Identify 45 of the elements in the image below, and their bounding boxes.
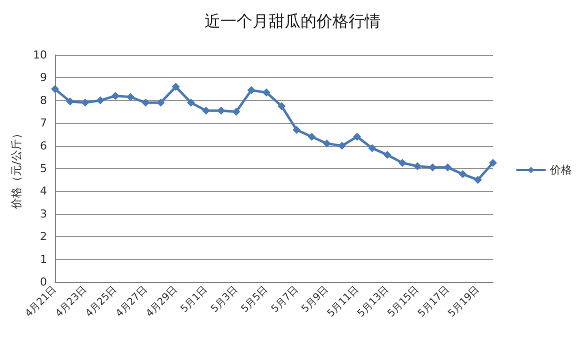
y-tick-label: 1 [40,252,47,266]
point [278,102,286,110]
point [126,92,135,101]
point [217,106,226,115]
point [51,85,59,94]
point [474,176,482,184]
point [172,82,180,91]
point [368,144,376,152]
point [186,98,195,107]
point [353,132,362,141]
x-tick-label: 5月3日 [209,284,240,316]
y-tick-label: 6 [40,139,47,152]
point [308,132,316,141]
point [322,140,331,148]
chart-title: 近一个月甜瓜的价格行情 [204,12,380,30]
x-tick-label: 5月5日 [239,284,270,316]
point [247,86,256,94]
point [142,98,150,107]
y-axis-title: 价格（元/公斤） [10,128,24,210]
point [156,98,165,107]
y-tick-label: 9 [40,71,47,84]
point [444,163,452,172]
y-tick-label: 8 [40,94,47,107]
point [81,98,90,107]
y-tick-label: 7 [40,116,47,130]
point [111,92,120,100]
y-tick-label: 10 [33,48,47,62]
point [262,88,270,96]
legend-label: 价格 [549,164,572,176]
point [398,158,406,167]
point [489,158,497,167]
x-tick-label: 5月1日 [179,284,210,316]
y-tick-label: 5 [40,162,47,175]
point [338,142,346,150]
point [96,96,104,104]
point [383,150,392,159]
y-tick-label: 3 [40,207,47,220]
y-tick-label: 0 [40,276,47,288]
y-tick-label: 4 [40,184,47,198]
x-tick-label: 5月7日 [270,284,301,316]
point [292,126,301,134]
point [413,162,422,170]
point [458,170,467,178]
point [232,108,240,116]
y-tick-label: 2 [40,230,47,244]
